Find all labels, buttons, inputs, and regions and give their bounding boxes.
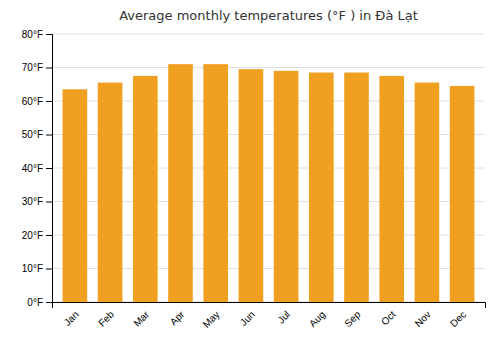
axis-line	[53, 303, 486, 309]
tick-label: Feb	[96, 308, 116, 328]
tick: Nov	[413, 309, 433, 329]
tick-label: 60°F	[22, 96, 43, 107]
grid-line	[52, 34, 485, 35]
bar	[379, 76, 404, 302]
tick-mark	[46, 202, 52, 203]
bar	[203, 64, 228, 302]
tick-mark	[46, 269, 52, 270]
tick-label: 50°F	[22, 129, 43, 140]
tick-label: 30°F	[22, 196, 43, 207]
tick: 70°F	[22, 62, 52, 73]
tick: Mar	[131, 308, 151, 328]
plot: 0°F 10°F 20°F 30°F 40°F 50°F 60°F 70°F 80°F Jan Fe…	[22, 29, 486, 330]
grid-line	[52, 67, 485, 68]
tick-mark	[46, 101, 52, 102]
tick: 80°F	[22, 29, 52, 40]
tick: Aug	[307, 309, 327, 329]
tick-mark	[46, 302, 52, 303]
tick: 60°F	[22, 96, 52, 107]
tick: 20°F	[22, 230, 52, 241]
tick: Apr	[168, 308, 187, 327]
bar	[168, 64, 193, 302]
tick-mark	[46, 135, 52, 136]
tick: Sep	[342, 308, 363, 329]
tick: 40°F	[22, 163, 52, 174]
tick-label: Nov	[413, 309, 433, 329]
tick-mark	[46, 235, 52, 236]
tick: Jan	[62, 309, 81, 328]
tick-label: Jan	[62, 309, 81, 328]
tick-label: Mar	[131, 308, 151, 328]
tick-label: Dec	[448, 309, 468, 329]
tick: Feb	[96, 308, 116, 328]
tick-label: Sep	[342, 308, 363, 329]
tick-label: Jun	[238, 309, 257, 328]
bar	[98, 83, 123, 302]
tick: Oct	[379, 309, 398, 328]
tick: Jul	[275, 309, 292, 326]
bar	[344, 73, 369, 302]
bar	[450, 86, 475, 302]
bar	[63, 89, 88, 302]
tick-label: Oct	[379, 309, 398, 328]
tick-mark	[46, 68, 52, 69]
tick: 0°F	[27, 297, 52, 308]
tick-label: Aug	[307, 309, 327, 329]
tick-mark	[46, 168, 52, 169]
tick-label: Apr	[168, 308, 187, 327]
y-axis: 0°F 10°F 20°F 30°F 40°F 50°F 60°F 70°F 80°F	[22, 29, 53, 308]
tick-label: Jul	[275, 309, 292, 326]
tick-label: 70°F	[22, 62, 43, 73]
tick: Dec	[448, 309, 468, 329]
tick-label: 20°F	[22, 230, 43, 241]
bar	[309, 73, 334, 302]
bar	[133, 76, 158, 302]
bar	[239, 69, 264, 302]
tick-label: 0°F	[27, 297, 43, 308]
bar	[274, 71, 299, 302]
axis-line	[46, 35, 53, 303]
chart: 0°F 10°F 20°F 30°F 40°F 50°F 60°F 70°F 80°F Jan Fe…	[0, 0, 500, 350]
tick: 30°F	[22, 196, 52, 207]
tick: 50°F	[22, 129, 52, 140]
tick-mark	[46, 34, 52, 35]
x-axis: Jan Feb Mar Apr May Jun Jul Aug Sep Oct Nov Dec	[53, 303, 486, 330]
title: Average monthly temperatures (°F ) in Đà…	[119, 8, 418, 23]
bars	[63, 64, 475, 302]
tick-label: 80°F	[22, 29, 43, 40]
tick-label: May	[201, 309, 222, 330]
tick: Jun	[238, 309, 257, 328]
tick: May	[201, 309, 222, 330]
tick-label: 10°F	[22, 263, 43, 274]
tick-label: 40°F	[22, 163, 43, 174]
tick: 10°F	[22, 263, 52, 274]
bar	[415, 83, 440, 302]
grid	[52, 34, 485, 302]
